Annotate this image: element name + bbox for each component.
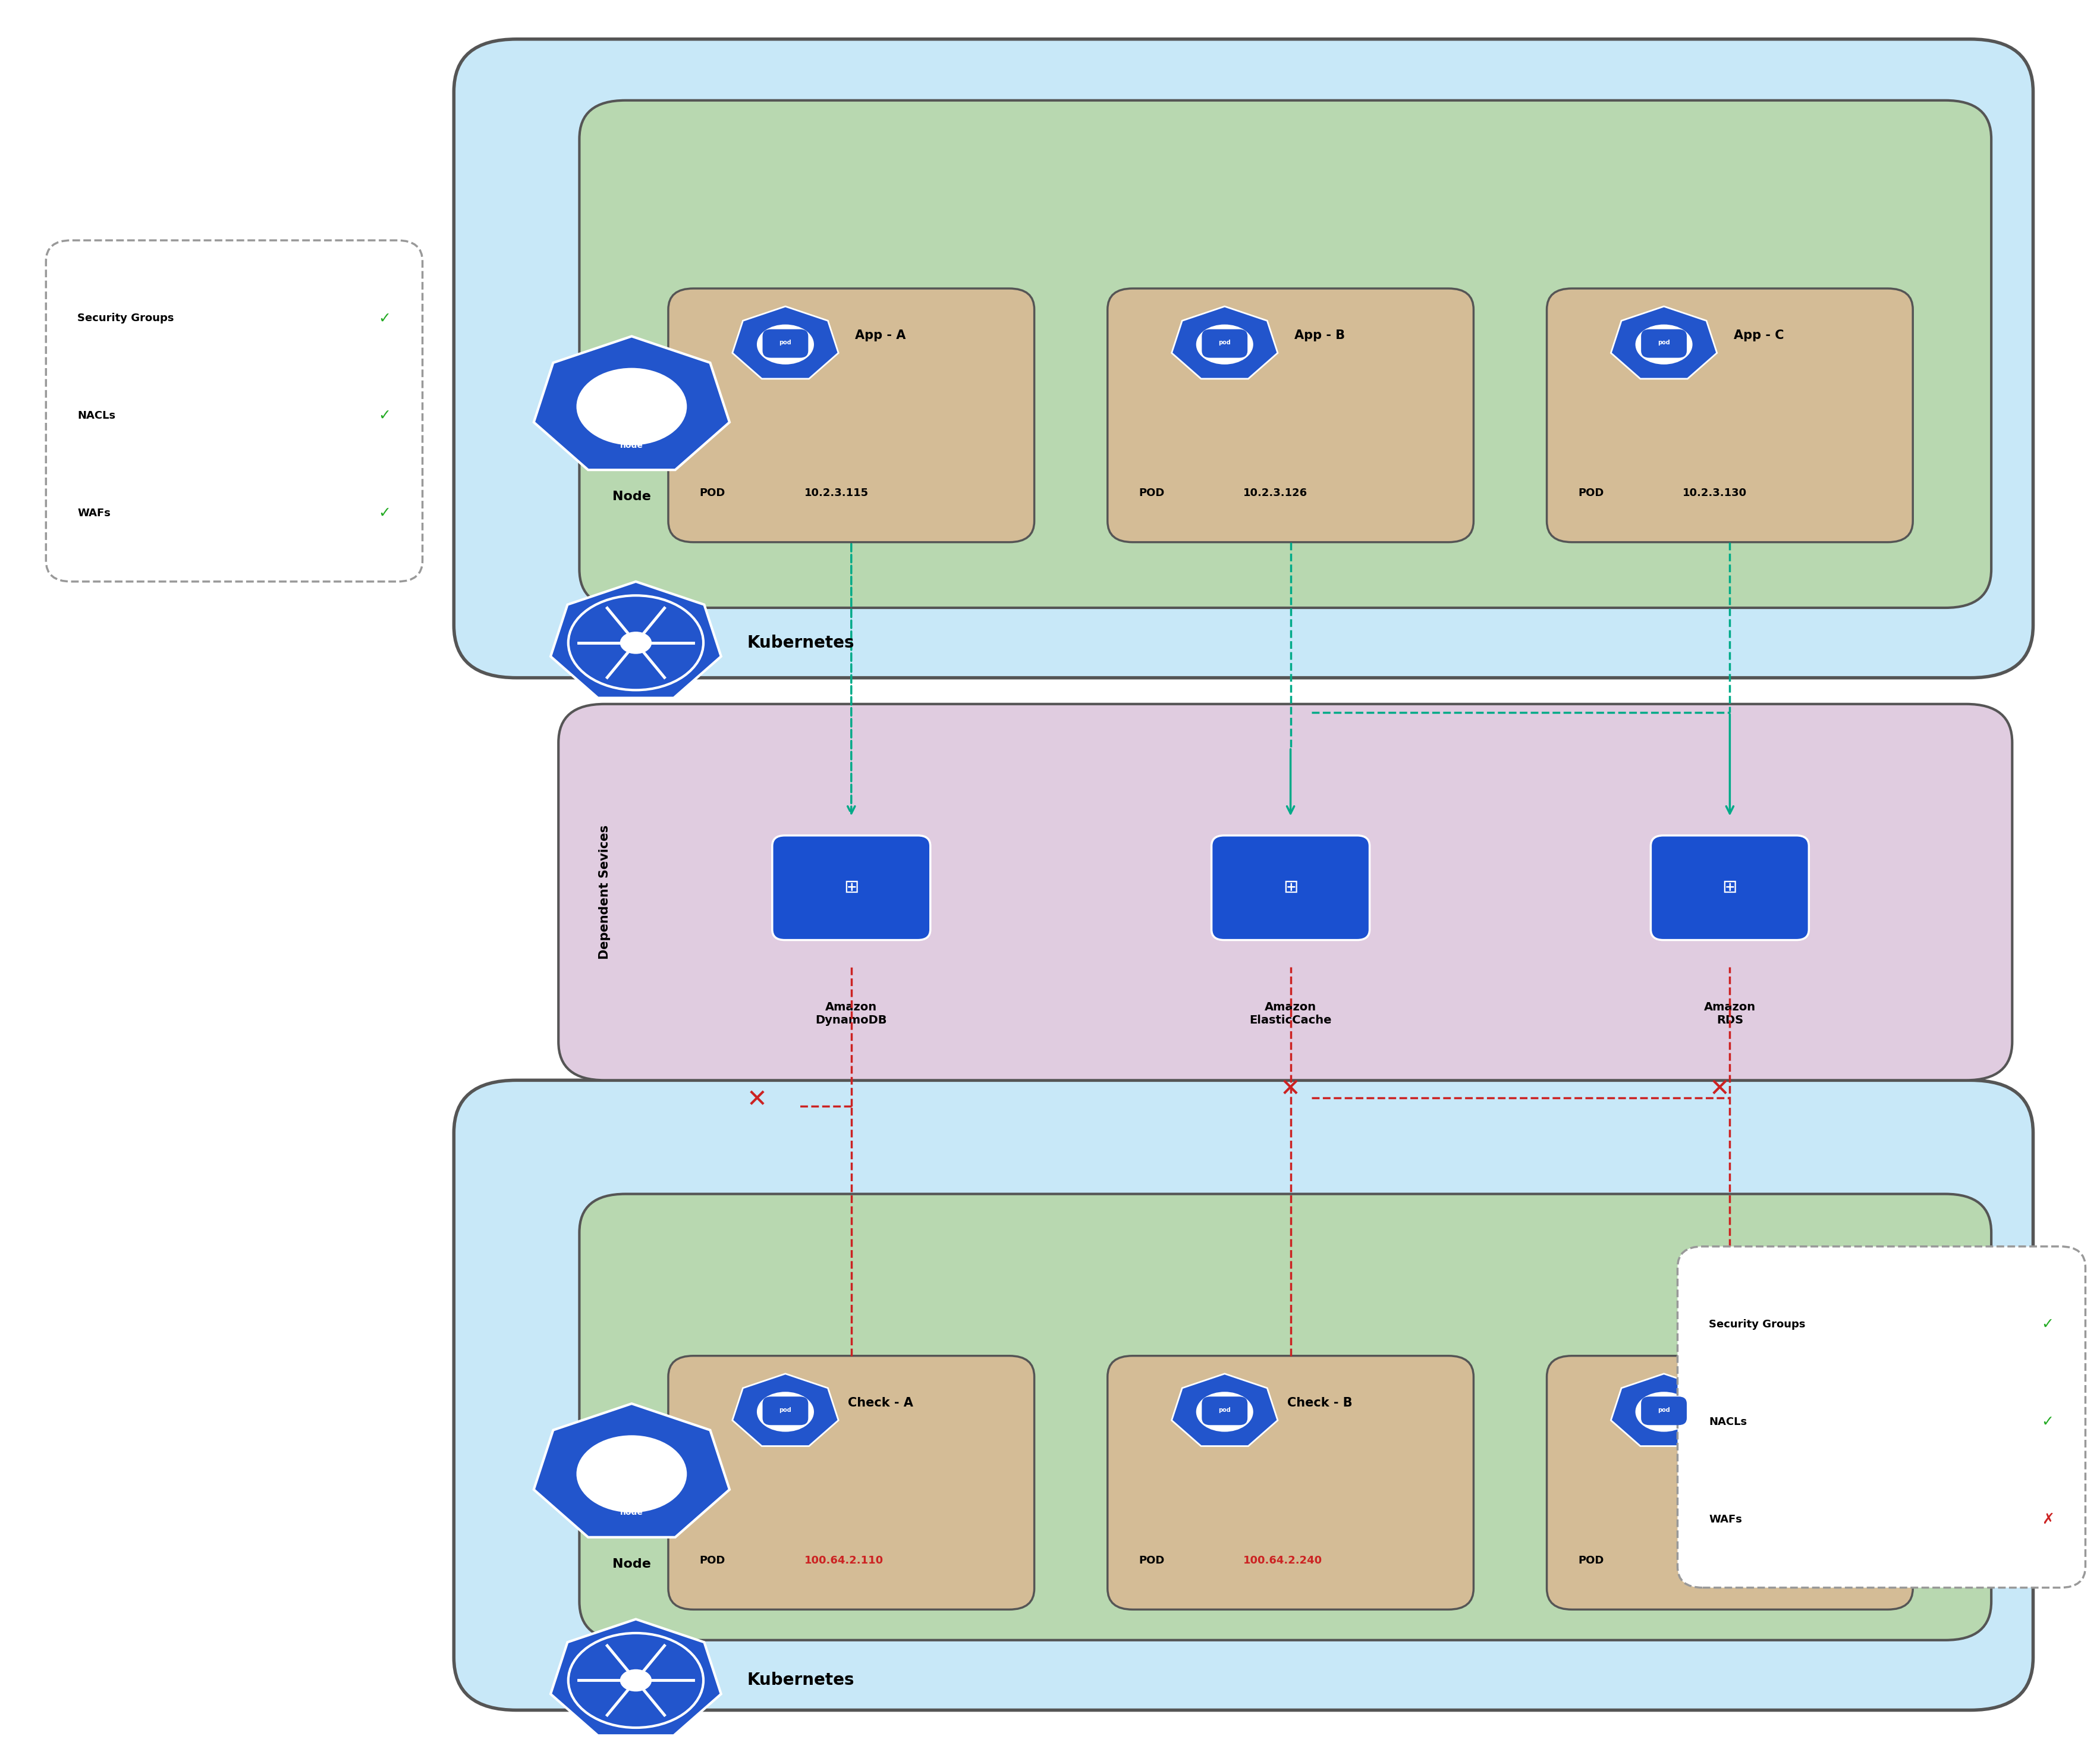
FancyBboxPatch shape — [773, 835, 930, 941]
Text: pod: pod — [1657, 1406, 1670, 1413]
Text: POD: POD — [699, 487, 724, 499]
Text: POD: POD — [1579, 487, 1604, 499]
Text: ✓: ✓ — [378, 311, 391, 325]
FancyBboxPatch shape — [1107, 288, 1474, 541]
Text: ✓: ✓ — [378, 506, 391, 520]
Ellipse shape — [620, 1670, 651, 1691]
Text: pod: pod — [1218, 1406, 1231, 1413]
Polygon shape — [1611, 1373, 1718, 1447]
FancyBboxPatch shape — [668, 1355, 1035, 1610]
Text: Amazon
RDS: Amazon RDS — [1703, 1002, 1756, 1027]
Text: pod: pod — [1218, 339, 1231, 346]
Text: 10.2.3.115: 10.2.3.115 — [804, 487, 869, 499]
Text: 10.2.3.126: 10.2.3.126 — [1243, 487, 1308, 499]
Text: Amazon
DynamoDB: Amazon DynamoDB — [815, 1002, 886, 1027]
FancyBboxPatch shape — [1640, 1396, 1686, 1426]
Polygon shape — [733, 306, 838, 378]
Text: Check - A: Check - A — [848, 1398, 914, 1408]
Text: NACLs: NACLs — [1709, 1417, 1747, 1427]
Text: Dependent Sevices: Dependent Sevices — [598, 825, 611, 960]
FancyBboxPatch shape — [559, 703, 2012, 1079]
Text: ⊞: ⊞ — [1722, 879, 1737, 897]
FancyBboxPatch shape — [454, 39, 2033, 679]
Text: Kubernetes: Kubernetes — [748, 1672, 855, 1689]
Text: ✕: ✕ — [1709, 1076, 1730, 1102]
FancyBboxPatch shape — [580, 1194, 1991, 1640]
Ellipse shape — [756, 325, 815, 364]
Ellipse shape — [620, 631, 651, 654]
FancyBboxPatch shape — [1651, 835, 1808, 941]
FancyBboxPatch shape — [668, 288, 1035, 541]
Text: Kubernetes: Kubernetes — [748, 635, 855, 650]
Text: WAFs: WAFs — [1709, 1514, 1743, 1524]
Text: ✗: ✗ — [2041, 1512, 2054, 1526]
Text: ✓: ✓ — [2041, 1317, 2054, 1331]
Text: POD: POD — [1579, 1556, 1604, 1566]
Text: Security Groups: Security Groups — [1709, 1318, 1806, 1329]
Text: pod: pod — [1657, 339, 1670, 346]
Text: node: node — [620, 441, 643, 450]
FancyBboxPatch shape — [1640, 329, 1686, 359]
Text: 100.64.2.178: 100.64.2.178 — [1682, 1556, 1762, 1566]
Polygon shape — [1611, 306, 1718, 378]
Polygon shape — [550, 582, 720, 698]
Ellipse shape — [1197, 325, 1254, 364]
Text: NACLs: NACLs — [78, 410, 115, 422]
FancyBboxPatch shape — [1201, 329, 1247, 359]
FancyBboxPatch shape — [1212, 835, 1369, 941]
Text: App - C: App - C — [1735, 331, 1785, 341]
Text: POD: POD — [1138, 1556, 1166, 1566]
Text: ✓: ✓ — [378, 408, 391, 424]
Text: Check - B: Check - B — [1287, 1398, 1352, 1408]
Ellipse shape — [1197, 1392, 1254, 1431]
FancyBboxPatch shape — [1548, 1355, 1913, 1610]
Text: App - A: App - A — [855, 331, 905, 341]
Text: ⊞: ⊞ — [844, 879, 859, 897]
Polygon shape — [1172, 1373, 1277, 1447]
Polygon shape — [533, 1403, 729, 1536]
Ellipse shape — [575, 367, 687, 445]
Text: ✓: ✓ — [2041, 1415, 2054, 1429]
Ellipse shape — [1636, 1392, 1693, 1431]
Text: pod: pod — [779, 1406, 792, 1413]
FancyBboxPatch shape — [46, 241, 422, 582]
Polygon shape — [733, 1373, 838, 1447]
Text: Check - C: Check - C — [1726, 1398, 1791, 1408]
Polygon shape — [533, 336, 729, 469]
Text: WAFs: WAFs — [78, 508, 111, 519]
Polygon shape — [550, 1619, 720, 1735]
Text: POD: POD — [699, 1556, 724, 1566]
Text: Node: Node — [613, 490, 651, 503]
Text: App - B: App - B — [1294, 331, 1346, 341]
Ellipse shape — [1636, 325, 1693, 364]
Text: POD: POD — [1138, 487, 1166, 499]
Text: ⊞: ⊞ — [1283, 879, 1298, 897]
Ellipse shape — [756, 1392, 815, 1431]
FancyBboxPatch shape — [1548, 288, 1913, 541]
Text: Node: Node — [613, 1558, 651, 1570]
Text: 10.2.3.130: 10.2.3.130 — [1682, 487, 1747, 499]
Text: Security Groups: Security Groups — [78, 313, 174, 323]
FancyBboxPatch shape — [762, 1396, 808, 1426]
Text: Amazon
ElasticCache: Amazon ElasticCache — [1250, 1002, 1331, 1027]
FancyBboxPatch shape — [762, 329, 808, 359]
Text: ✕: ✕ — [1281, 1076, 1300, 1102]
FancyBboxPatch shape — [454, 1079, 2033, 1711]
FancyBboxPatch shape — [1201, 1396, 1247, 1426]
Text: pod: pod — [779, 339, 792, 346]
FancyBboxPatch shape — [580, 100, 1991, 608]
Text: node: node — [620, 1508, 643, 1517]
Text: 100.64.2.110: 100.64.2.110 — [804, 1556, 884, 1566]
FancyBboxPatch shape — [1107, 1355, 1474, 1610]
Text: ✕: ✕ — [748, 1086, 766, 1113]
Ellipse shape — [575, 1435, 687, 1512]
FancyBboxPatch shape — [1678, 1246, 2085, 1587]
Text: 100.64.2.240: 100.64.2.240 — [1243, 1556, 1323, 1566]
Polygon shape — [1172, 306, 1277, 378]
